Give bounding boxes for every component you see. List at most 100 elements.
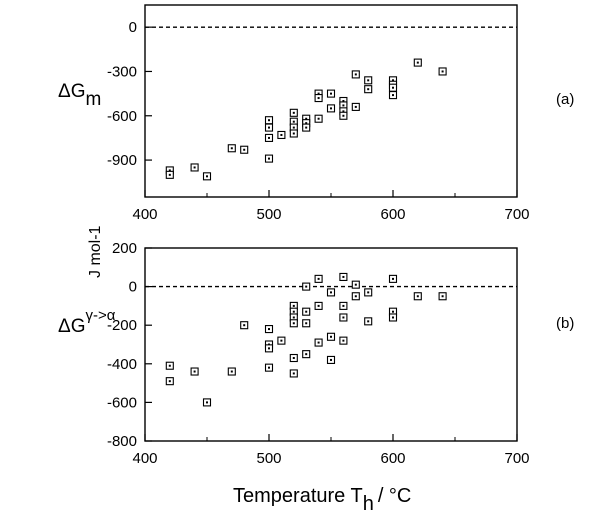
panel-a-ylabel: ΔGm: [58, 81, 101, 110]
panel-b-ytick-label: -200: [107, 317, 137, 334]
panel-b-xtick-label: 500: [256, 450, 281, 467]
panel-a-point-dot: [193, 166, 196, 169]
panel-b-ylabel: ΔGγ->α: [58, 307, 116, 337]
panel-a-xtick-label: 400: [132, 206, 157, 223]
panel-b-point-dot: [193, 370, 196, 373]
panel-a-point-dot: [268, 157, 270, 160]
panel-b-point-dot: [367, 291, 370, 294]
panel-b-point-dot: [168, 380, 171, 383]
panel-b-point-dot: [317, 277, 320, 280]
panel-a-ytick-label: -900: [107, 152, 137, 169]
panel-b-point-dot: [317, 341, 320, 344]
panel-a-point-dot: [367, 79, 370, 82]
panel-b-point-dot: [367, 320, 370, 323]
panel-a-point-dot: [330, 92, 332, 95]
panel-a-point-dot: [317, 117, 320, 120]
panel-b-ytick-label: 200: [112, 240, 137, 257]
panel-b-point-dot: [342, 316, 345, 319]
panel-a-point-dot: [230, 147, 233, 150]
panel-a-ytick-label: -600: [107, 108, 137, 125]
panel-a-point-dot: [367, 88, 370, 91]
panel-b-frame: [144, 247, 518, 442]
panel-a-point-dot: [305, 126, 308, 129]
panel-b-point-dot: [280, 339, 283, 342]
panel-b-point-dot: [330, 358, 332, 361]
panel-b-point-dot: [416, 295, 419, 298]
panel-a-ytick-label: -300: [107, 63, 137, 80]
panel-a-xtick-label: 700: [504, 206, 529, 223]
panel-b-point-dot: [292, 372, 295, 375]
panel-a-point-dot: [354, 105, 357, 108]
panel-b-xtick-label: 600: [380, 450, 405, 467]
panel-a-point-dot: [268, 126, 270, 129]
panel-b-point-dot: [392, 310, 394, 313]
panel-b-ytick-label: 0: [129, 279, 137, 296]
panel-a-point-dot: [342, 110, 345, 113]
panel-a-point-dot: [441, 70, 444, 73]
panel-b-point-dot: [342, 275, 345, 278]
panel-b-ytick-label: -400: [107, 356, 137, 373]
panel-a-point-dot: [292, 126, 295, 129]
panel-b-point-dot: [441, 295, 444, 298]
panel-b-point-dot: [354, 283, 357, 286]
panel-a-point-dot: [292, 120, 295, 123]
panel-b-point-dot: [305, 285, 308, 288]
panel-a-point-dot: [206, 175, 208, 178]
panel-b-label: (b): [556, 315, 574, 332]
panel-b-point-dot: [243, 324, 246, 327]
panel-b-point-dot: [305, 353, 308, 356]
panel-a-point-dot: [392, 86, 394, 89]
panel-b-point-dot: [268, 347, 270, 350]
panel-b-point-dot: [305, 322, 308, 325]
panel-b-ytick-label: -800: [107, 433, 137, 450]
panel-b-point-dot: [268, 366, 270, 369]
panel-a-point-dot: [354, 73, 357, 76]
panel-b-point-dot: [292, 322, 295, 325]
panel-a-point-dot: [317, 97, 320, 100]
panel-b-xtick-label: 400: [132, 450, 157, 467]
panel-a-xtick-label: 600: [380, 206, 405, 223]
panel-a-point-dot: [342, 100, 345, 102]
panel-b-point-dot: [292, 310, 295, 313]
panel-a-xtick-label: 500: [256, 206, 281, 223]
panel-b-point-dot: [392, 277, 394, 280]
panel-a-point-dot: [268, 119, 270, 122]
panel-a-point-dot: [392, 79, 394, 82]
panel-b-point-dot: [354, 295, 357, 298]
panel-a-point-dot: [305, 122, 308, 125]
panel-a-point-dot: [416, 61, 419, 64]
panel-b-point-dot: [342, 339, 345, 342]
panel-b-point-dot: [230, 370, 233, 373]
panel-a-point-dot: [292, 132, 295, 135]
panel-a-ytick-label: 0: [129, 19, 137, 36]
shared-ylabel: J mol-1: [87, 225, 104, 278]
panel-a-point-dot: [268, 136, 270, 139]
panel-b-point-dot: [330, 291, 332, 294]
panel-b-point-dot: [292, 357, 295, 360]
panel-a-point-dot: [243, 148, 246, 151]
panel-a-point-dot: [392, 94, 394, 97]
panel-a-point-dot: [342, 114, 345, 117]
panel-a-point-dot: [342, 104, 345, 107]
panel-a-point-dot: [330, 107, 332, 110]
panel-b-point-dot: [392, 316, 394, 319]
panel-a-point-dot: [168, 173, 171, 176]
panel-b-point-dot: [206, 401, 208, 404]
panel-b-point-dot: [268, 328, 270, 331]
panel-b-xtick-label: 700: [504, 450, 529, 467]
panel-b-point-dot: [305, 310, 308, 313]
panel-a: 400 500 600 700 0 -300 -600 -900: [107, 4, 530, 223]
panel-a-point-dot: [168, 169, 171, 172]
panel-b-point-dot: [292, 316, 295, 319]
panel-a-point-dot: [280, 133, 283, 136]
panel-a-point-dot: [317, 92, 320, 95]
panel-b-point-dot: [168, 364, 171, 367]
panel-a-label: (a): [556, 91, 574, 108]
panel-b-ytick-label: -600: [107, 394, 137, 411]
panel-a-point-dot: [292, 111, 295, 114]
shared-xlabel: Temperature Th / °C: [233, 485, 411, 515]
panel-b-point-dot: [342, 304, 345, 307]
panel-b-point-dot: [330, 335, 332, 338]
panel-b-point-dot: [292, 304, 295, 307]
